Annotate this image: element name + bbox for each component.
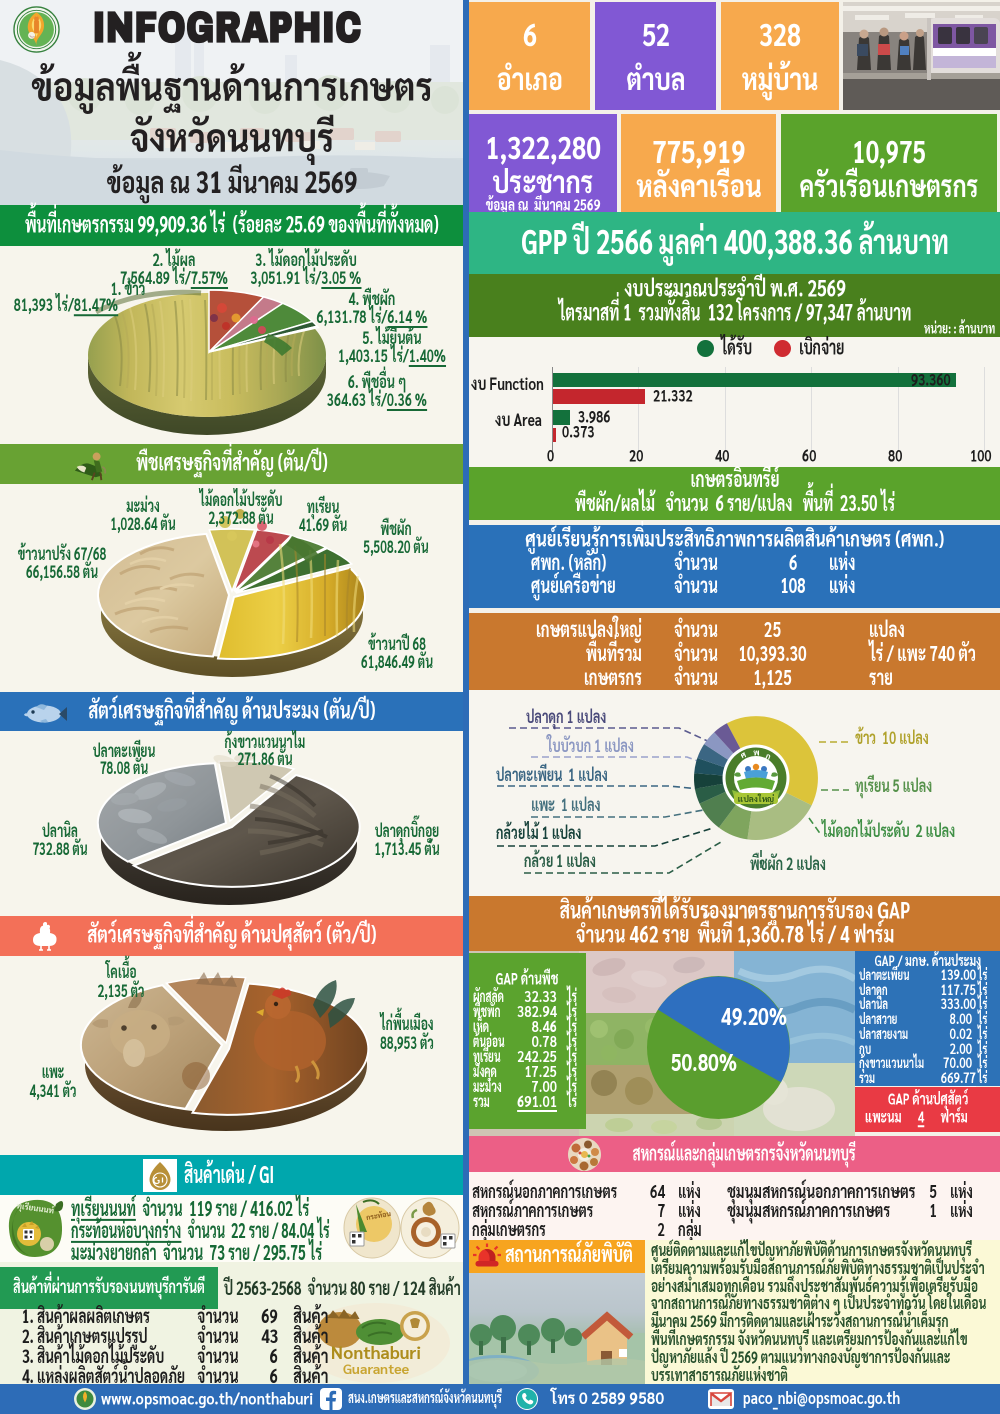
svg-text:Guarantee: Guarantee: [343, 1360, 410, 1378]
svg-text:ก: ก: [764, 750, 773, 762]
svg-text:ศ: ศ: [739, 748, 749, 760]
svg-text:แปลงใหญ่: แปลงใหญ่: [738, 793, 774, 804]
svg-text:พ: พ: [753, 747, 759, 758]
svg-text:Nonthaburi: Nonthaburi: [331, 1341, 421, 1364]
